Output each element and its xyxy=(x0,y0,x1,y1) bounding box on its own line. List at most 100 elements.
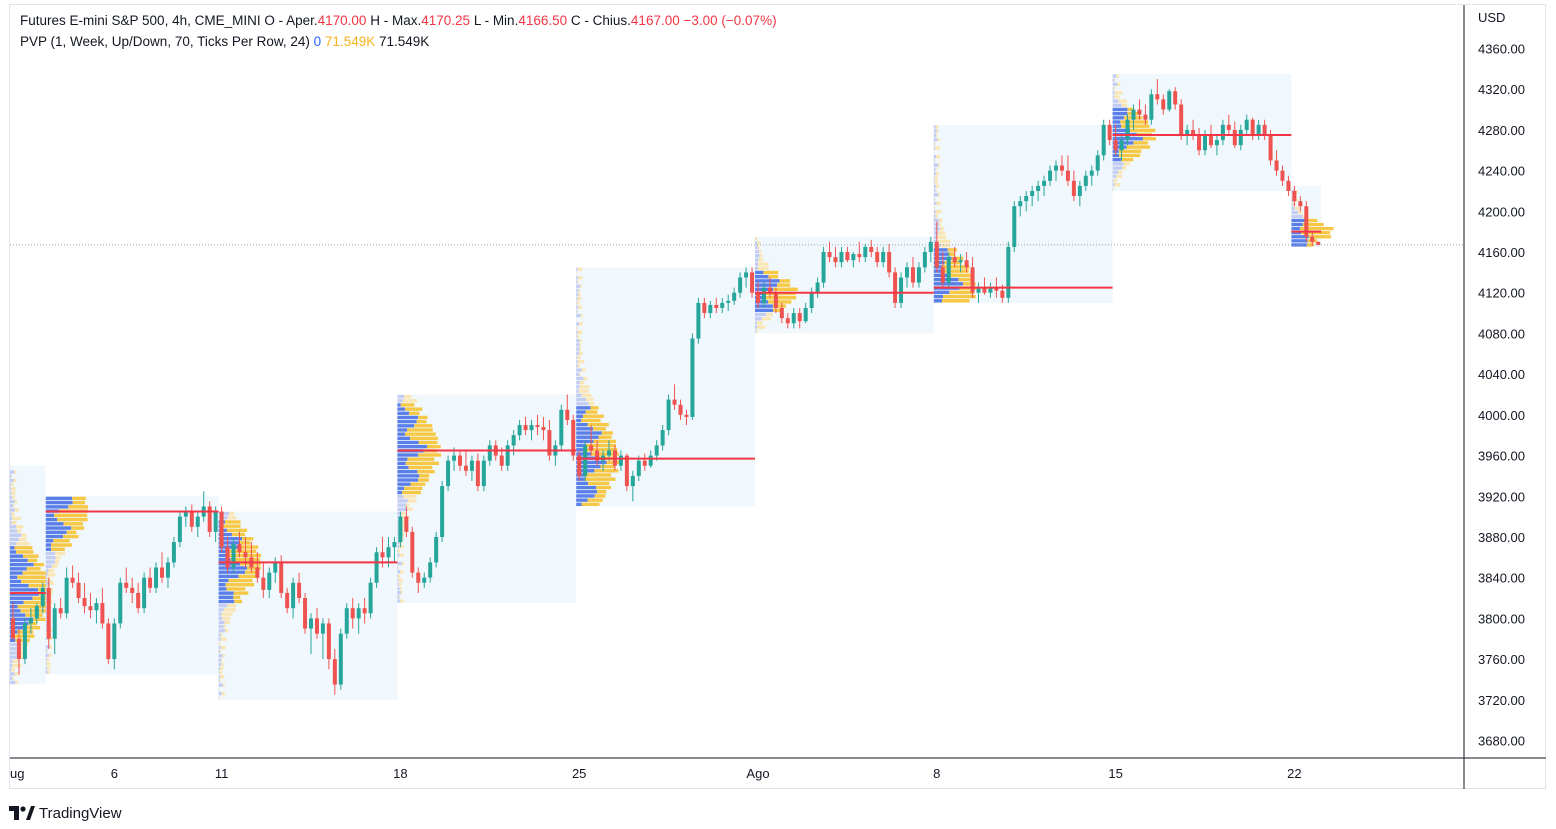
candle xyxy=(857,241,862,263)
candle-body xyxy=(1036,185,1041,191)
symbol-name[interactable]: Futures E-mini S&P 500, 4h, CME_MINI xyxy=(20,13,261,28)
profile-bar-up xyxy=(397,486,405,491)
profile-bar-up xyxy=(755,270,764,275)
profile-bar-down xyxy=(408,465,433,470)
profile-bar-down xyxy=(934,142,936,146)
profile-bar-up xyxy=(397,394,405,399)
candle xyxy=(1155,79,1160,105)
tradingview-brand[interactable]: TradingView xyxy=(9,803,122,823)
candle xyxy=(82,582,87,614)
candle-body xyxy=(177,516,182,543)
candle-body xyxy=(368,582,373,614)
profile-bar-down xyxy=(26,567,41,571)
profile-bar-up xyxy=(1112,107,1128,112)
profile-bar-down xyxy=(72,500,86,505)
candle-body xyxy=(928,241,933,253)
profile-bar-up xyxy=(10,672,15,676)
profile-bar-down xyxy=(226,587,246,591)
candle-body xyxy=(910,267,915,283)
candle xyxy=(1131,104,1136,130)
profile-bar-down xyxy=(404,486,423,491)
profile-bar-down xyxy=(761,317,772,321)
profile-bar-down xyxy=(228,578,253,583)
profile-bar-up xyxy=(576,406,591,410)
profile-bar-down xyxy=(63,534,79,539)
profile-bar-down xyxy=(238,574,259,579)
candle-body xyxy=(481,460,486,487)
candle-body xyxy=(881,252,886,263)
candle-body xyxy=(607,450,611,456)
candle-body xyxy=(696,302,701,339)
indicator-legend[interactable]: PVP (1, Week, Up/Down, 70, Ticks Per Row… xyxy=(20,33,429,51)
profile-bar-down xyxy=(949,273,974,278)
profile-bar-up xyxy=(576,292,579,297)
open-label: O - Aper. xyxy=(264,13,318,28)
profile-bar-down xyxy=(1121,124,1150,128)
profile-bar-up xyxy=(397,403,401,407)
x-tick-label: 22 xyxy=(1287,766,1301,781)
candle xyxy=(529,419,534,441)
candle-body xyxy=(392,542,397,548)
profile-bar-down xyxy=(579,343,582,347)
profile-bar-down xyxy=(577,330,583,335)
profile-bar-up xyxy=(933,269,942,273)
y-tick-label: 4240.00 xyxy=(1478,164,1525,179)
candle xyxy=(547,419,552,461)
candle-body xyxy=(1155,94,1160,100)
candle xyxy=(589,425,594,456)
profile-bar-up xyxy=(576,347,580,351)
candle xyxy=(958,254,963,273)
profile-bar-down xyxy=(46,657,50,662)
profile-bar-up xyxy=(933,125,936,129)
profile-bar-down xyxy=(587,498,603,502)
profile-bar-up xyxy=(218,662,222,666)
profile-bar-up xyxy=(397,419,417,424)
candle-body xyxy=(225,547,230,568)
candle-body xyxy=(1119,140,1124,151)
candle-body xyxy=(905,267,909,278)
candle xyxy=(726,294,731,312)
profile-bar-up xyxy=(397,570,401,574)
candle xyxy=(1220,119,1225,146)
candlesticks xyxy=(11,79,1321,695)
profile-bar-down xyxy=(1298,210,1302,214)
profile-bar-up xyxy=(218,591,234,595)
indicator-name[interactable]: PVP (1, Week, Up/Down, 70, Ticks Per Row… xyxy=(20,34,310,49)
profile-bar-down xyxy=(22,571,49,575)
profile-bar-up xyxy=(1112,187,1114,191)
candle-body xyxy=(255,567,260,578)
profile-bar-down xyxy=(407,457,435,461)
candle-body xyxy=(279,562,284,593)
candle xyxy=(291,577,296,619)
candle xyxy=(463,450,468,476)
profile-bar-down xyxy=(16,550,34,554)
y-tick-label: 4280.00 xyxy=(1478,123,1525,138)
profile-bar-down xyxy=(54,560,60,564)
profile-bar-down xyxy=(963,282,976,286)
profile-bar-down xyxy=(936,201,941,205)
profile-bar-up xyxy=(1112,166,1123,170)
profile-bar-up xyxy=(397,549,398,553)
symbol-legend[interactable]: Futures E-mini S&P 500, 4h, CME_MINI O -… xyxy=(20,12,777,30)
profile-bar-up xyxy=(1112,91,1115,95)
x-tick-label: 18 xyxy=(393,766,407,781)
profile-bar-up xyxy=(218,553,228,558)
high-label: H - Max. xyxy=(370,13,422,28)
profile-bar-up xyxy=(576,305,579,309)
profile-bar-down xyxy=(1114,78,1116,82)
candle-body xyxy=(1030,190,1035,197)
profile-bar-down xyxy=(597,490,607,494)
profile-bar-up xyxy=(10,516,13,521)
profile-bar-up xyxy=(10,588,39,592)
candle xyxy=(100,587,105,629)
profile-bar-up xyxy=(10,621,29,626)
profile-bar-up xyxy=(45,602,47,607)
profile-bar-down xyxy=(19,537,27,542)
profile-bar-down xyxy=(1116,74,1119,78)
candle-body xyxy=(666,399,671,431)
candle-body xyxy=(189,511,194,527)
candle-body xyxy=(1167,91,1172,110)
candle-body xyxy=(785,318,790,324)
candle xyxy=(487,440,492,466)
